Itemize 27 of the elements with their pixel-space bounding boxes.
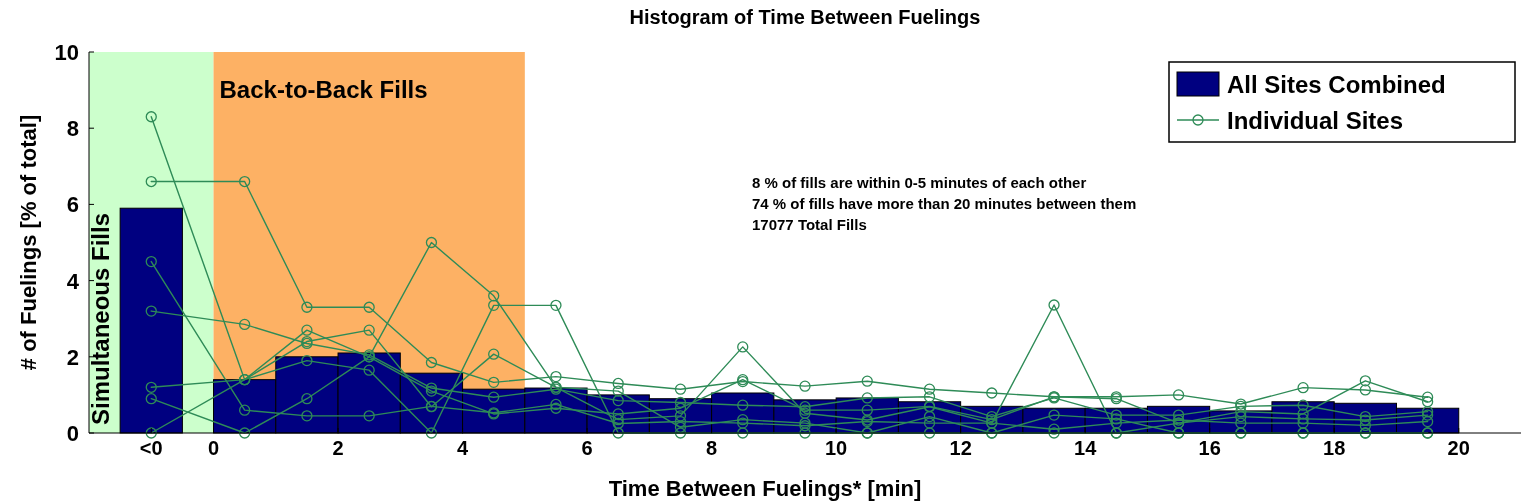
x-tick-label: 12 bbox=[949, 437, 972, 459]
band-label: Simultaneous Fills bbox=[87, 212, 114, 425]
y-tick-label: 2 bbox=[66, 344, 79, 370]
x-tick-label: 10 bbox=[825, 437, 848, 459]
x-tick-label: 20 bbox=[1447, 437, 1470, 459]
legend-label: Individual Sites bbox=[1227, 107, 1404, 134]
annotation: 8 % of fills are within 0-5 minutes of each other bbox=[752, 174, 1087, 191]
y-tick-label: 4 bbox=[66, 268, 80, 294]
y-tick-label: 10 bbox=[54, 40, 79, 65]
x-tick-label: <0 bbox=[139, 437, 163, 459]
annotation: 74 % of fills have more than 20 minutes between them bbox=[752, 195, 1137, 212]
chart-title: Histogram of Time Between Fuelings bbox=[629, 6, 981, 28]
band-label: Back-to-Back Fills bbox=[219, 76, 428, 103]
x-tick-label: 8 bbox=[706, 437, 718, 459]
x-axis-title: Time Between Fuelings* [min] bbox=[608, 476, 922, 501]
x-tick-label: 6 bbox=[581, 437, 593, 459]
legend-label: All Sites Combined bbox=[1227, 71, 1446, 98]
x-tick-label: 2 bbox=[332, 437, 344, 459]
x-tick-label: 0 bbox=[207, 437, 220, 459]
annotation: 17077 Total Fills bbox=[752, 216, 867, 233]
x-tick-label: 16 bbox=[1198, 437, 1221, 459]
y-tick-label: 6 bbox=[66, 192, 79, 218]
x-tick-label: 18 bbox=[1323, 437, 1346, 459]
x-tick-label: 4 bbox=[457, 437, 469, 459]
x-tick-label: 14 bbox=[1074, 437, 1098, 459]
y-tick-label: 8 bbox=[66, 116, 79, 142]
y-axis-title: # of Fuelings [% of total] bbox=[16, 114, 41, 371]
